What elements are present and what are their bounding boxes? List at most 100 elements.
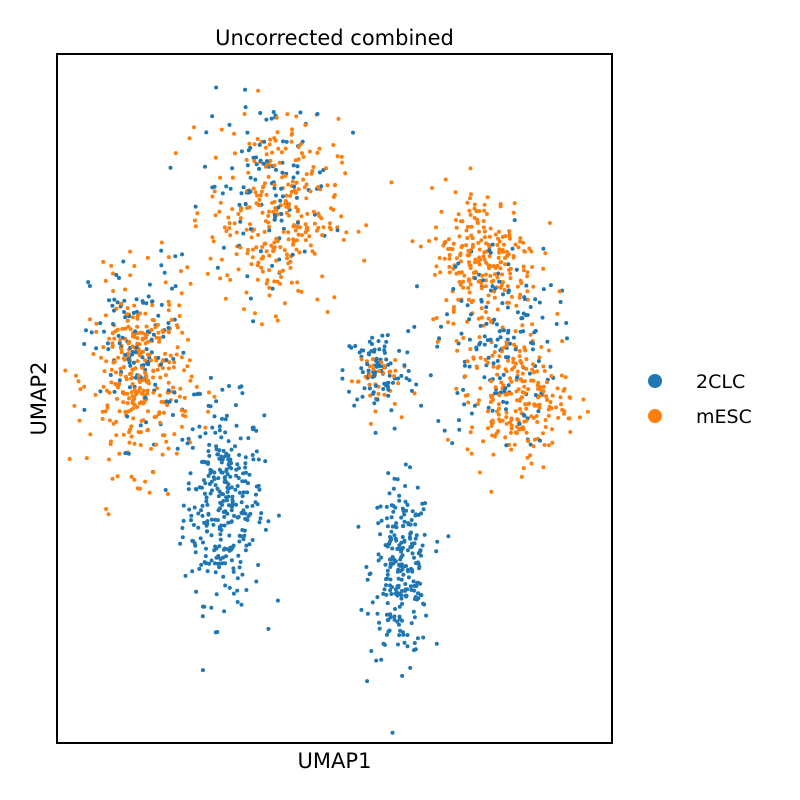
data-point xyxy=(256,260,261,265)
data-point xyxy=(250,503,255,508)
data-point xyxy=(529,414,534,419)
data-point xyxy=(410,569,415,574)
data-point xyxy=(396,376,401,381)
data-point xyxy=(462,363,467,368)
data-point xyxy=(380,333,385,338)
data-point xyxy=(204,130,209,135)
data-point xyxy=(94,329,99,334)
data-point xyxy=(558,395,563,400)
data-point xyxy=(199,562,204,567)
data-point xyxy=(396,381,401,386)
data-point xyxy=(216,554,221,558)
data-point xyxy=(239,191,244,196)
data-point xyxy=(114,273,119,277)
data-point xyxy=(217,209,222,214)
data-point xyxy=(231,566,236,571)
data-point xyxy=(445,312,449,317)
data-point xyxy=(119,347,124,351)
data-point xyxy=(235,484,240,488)
data-point xyxy=(514,267,519,272)
data-point xyxy=(412,324,417,329)
data-point xyxy=(216,452,221,457)
data-point xyxy=(393,358,398,362)
data-point xyxy=(143,395,148,400)
data-point xyxy=(262,139,267,144)
data-point xyxy=(471,242,475,247)
data-point xyxy=(245,504,249,509)
data-point xyxy=(434,264,439,269)
data-point xyxy=(227,585,232,590)
data-point xyxy=(391,509,396,514)
data-point xyxy=(461,279,465,284)
data-point xyxy=(212,394,217,399)
data-point xyxy=(247,141,252,146)
data-point xyxy=(217,428,222,433)
data-point xyxy=(132,303,137,308)
data-point xyxy=(403,462,408,467)
data-point xyxy=(109,439,113,444)
data-point xyxy=(508,341,512,346)
data-point xyxy=(309,171,314,176)
data-point xyxy=(541,287,546,292)
data-point xyxy=(193,204,198,209)
data-point xyxy=(397,614,402,619)
data-point xyxy=(145,388,150,393)
data-point xyxy=(94,346,99,351)
data-point xyxy=(203,431,208,436)
data-point xyxy=(172,432,177,437)
data-point xyxy=(238,436,243,441)
data-point xyxy=(545,397,549,402)
data-point xyxy=(481,225,486,230)
data-point xyxy=(261,161,266,166)
data-point xyxy=(355,397,360,402)
data-point xyxy=(212,561,217,566)
data-point xyxy=(397,633,402,638)
plot-frame xyxy=(56,53,613,744)
data-point xyxy=(231,543,236,548)
data-point xyxy=(179,355,184,360)
data-point xyxy=(150,317,155,322)
data-point xyxy=(230,500,235,504)
data-point xyxy=(395,547,400,551)
data-point xyxy=(72,403,77,408)
data-point xyxy=(264,192,269,197)
data-point xyxy=(258,249,263,254)
data-point xyxy=(244,543,249,548)
data-point xyxy=(224,229,229,234)
data-point xyxy=(504,249,509,254)
data-point xyxy=(237,490,242,495)
data-point xyxy=(516,387,521,392)
data-point xyxy=(500,301,505,306)
data-point xyxy=(130,334,135,339)
data-point xyxy=(82,384,87,389)
data-point xyxy=(539,345,544,349)
data-point xyxy=(140,330,145,335)
data-point xyxy=(417,564,422,569)
data-point xyxy=(515,284,520,289)
data-point xyxy=(542,443,547,447)
data-point xyxy=(387,370,392,374)
data-point xyxy=(234,467,239,472)
data-point xyxy=(401,524,406,529)
data-point xyxy=(230,207,235,212)
data-point xyxy=(207,453,212,458)
data-point xyxy=(149,358,153,363)
data-point xyxy=(511,356,516,361)
data-point xyxy=(203,164,207,169)
data-point xyxy=(459,331,464,336)
data-point xyxy=(528,442,533,447)
data-point xyxy=(409,621,414,626)
data-point xyxy=(220,502,225,507)
data-point xyxy=(239,149,244,154)
data-point xyxy=(498,204,503,209)
data-point xyxy=(151,390,156,395)
data-point xyxy=(373,430,378,435)
data-point xyxy=(489,279,494,284)
data-point xyxy=(501,249,506,254)
data-point xyxy=(291,224,296,229)
data-point xyxy=(106,512,111,517)
data-point xyxy=(280,194,285,199)
data-point xyxy=(186,481,191,486)
data-point xyxy=(138,423,143,428)
data-point xyxy=(146,378,151,383)
